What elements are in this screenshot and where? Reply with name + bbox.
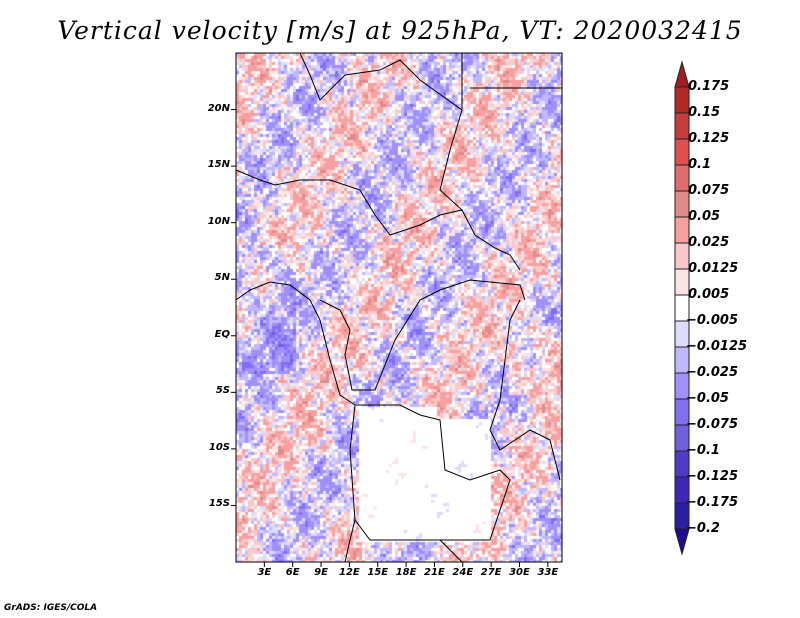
border-line xyxy=(319,279,526,391)
border-line xyxy=(439,539,463,563)
colorbar-box xyxy=(674,190,690,218)
coastline xyxy=(344,519,356,563)
y-tick-label: 10N xyxy=(207,215,230,227)
colorbar-box xyxy=(674,268,690,296)
colorbar-box xyxy=(674,112,690,140)
x-tick-label: 12E xyxy=(339,567,360,578)
colorbar-label: −0.1 xyxy=(686,443,720,458)
colorbar-label: 0.025 xyxy=(688,235,730,250)
colorbar-label: −0.075 xyxy=(686,417,739,432)
x-tick-label: 24E xyxy=(452,567,474,578)
x-tick-label: 6E xyxy=(285,567,300,578)
x-tick-label: 27E xyxy=(480,567,502,578)
y-tick-label: 20N xyxy=(207,102,230,114)
y-tick-label: 10S xyxy=(208,441,230,453)
colorbar-extend-triangle xyxy=(674,528,690,556)
x-tick-label: 30E xyxy=(509,567,530,578)
colorbar-label: −0.2 xyxy=(686,521,720,536)
plot-title: Vertical velocity [m/s] at 925hPa, VT: 2… xyxy=(57,16,743,45)
x-tick-label: 33E xyxy=(537,567,559,578)
colorbar-label: −0.0125 xyxy=(686,339,748,354)
x-tick-label: 9E xyxy=(314,567,328,578)
coastline xyxy=(235,281,321,321)
x-tick-label: 15E xyxy=(367,567,389,578)
y-tick-label: 15S xyxy=(208,498,230,510)
colorbar-box xyxy=(674,138,690,166)
colorbar-label: −0.005 xyxy=(686,313,739,328)
colorbar-label: 0.175 xyxy=(688,79,730,94)
border-line xyxy=(235,169,521,271)
colorbar-label: 0.15 xyxy=(688,105,721,120)
colorbar-box xyxy=(674,216,690,244)
y-tick-label: 15N xyxy=(207,159,230,171)
x-tick-label: 3E xyxy=(257,567,272,578)
x-tick-label: 21E xyxy=(424,567,445,578)
colorbar-box xyxy=(674,242,690,270)
colorbar-label: −0.05 xyxy=(686,391,729,406)
colorbar-label: −0.125 xyxy=(686,469,739,484)
colorbar-label: −0.025 xyxy=(686,365,739,380)
plot-frame xyxy=(235,52,563,563)
colorbar-extend-triangle xyxy=(674,60,690,88)
colorbar-label: 0.0125 xyxy=(688,261,739,276)
y-tick-label: 5S xyxy=(215,385,230,397)
colorbar-label: 0.125 xyxy=(688,131,730,146)
country-borders xyxy=(235,52,562,563)
colorbar-label: 0.1 xyxy=(688,157,712,172)
y-tick-label: 5N xyxy=(214,272,230,284)
border-line xyxy=(439,109,463,211)
border-line xyxy=(299,52,463,111)
colorbar-label: −0.175 xyxy=(686,495,739,510)
grads-credit: GrADS: IGES/COLA xyxy=(4,603,98,613)
colorbar-label: 0.005 xyxy=(688,287,730,302)
coastline xyxy=(319,319,356,406)
border-line xyxy=(349,404,511,541)
border-line xyxy=(489,299,561,481)
colorbar-box xyxy=(674,86,690,114)
x-tick-label: 18E xyxy=(395,567,417,578)
colorbar xyxy=(674,60,690,556)
y-tick-label: EQ xyxy=(214,328,230,340)
colorbar-label: 0.05 xyxy=(688,209,721,224)
colorbar-box xyxy=(674,164,690,192)
colorbar-label: 0.075 xyxy=(688,183,730,198)
